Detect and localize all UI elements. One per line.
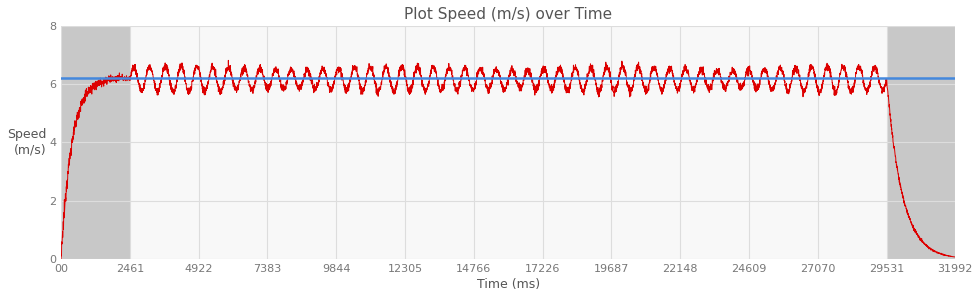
- X-axis label: Time (ms): Time (ms): [476, 278, 540, 291]
- Title: Plot Speed (m/s) over Time: Plot Speed (m/s) over Time: [404, 7, 612, 22]
- Bar: [887, 26, 955, 259]
- Bar: [61, 26, 130, 259]
- Y-axis label: Speed
(m/s): Speed (m/s): [7, 128, 46, 156]
